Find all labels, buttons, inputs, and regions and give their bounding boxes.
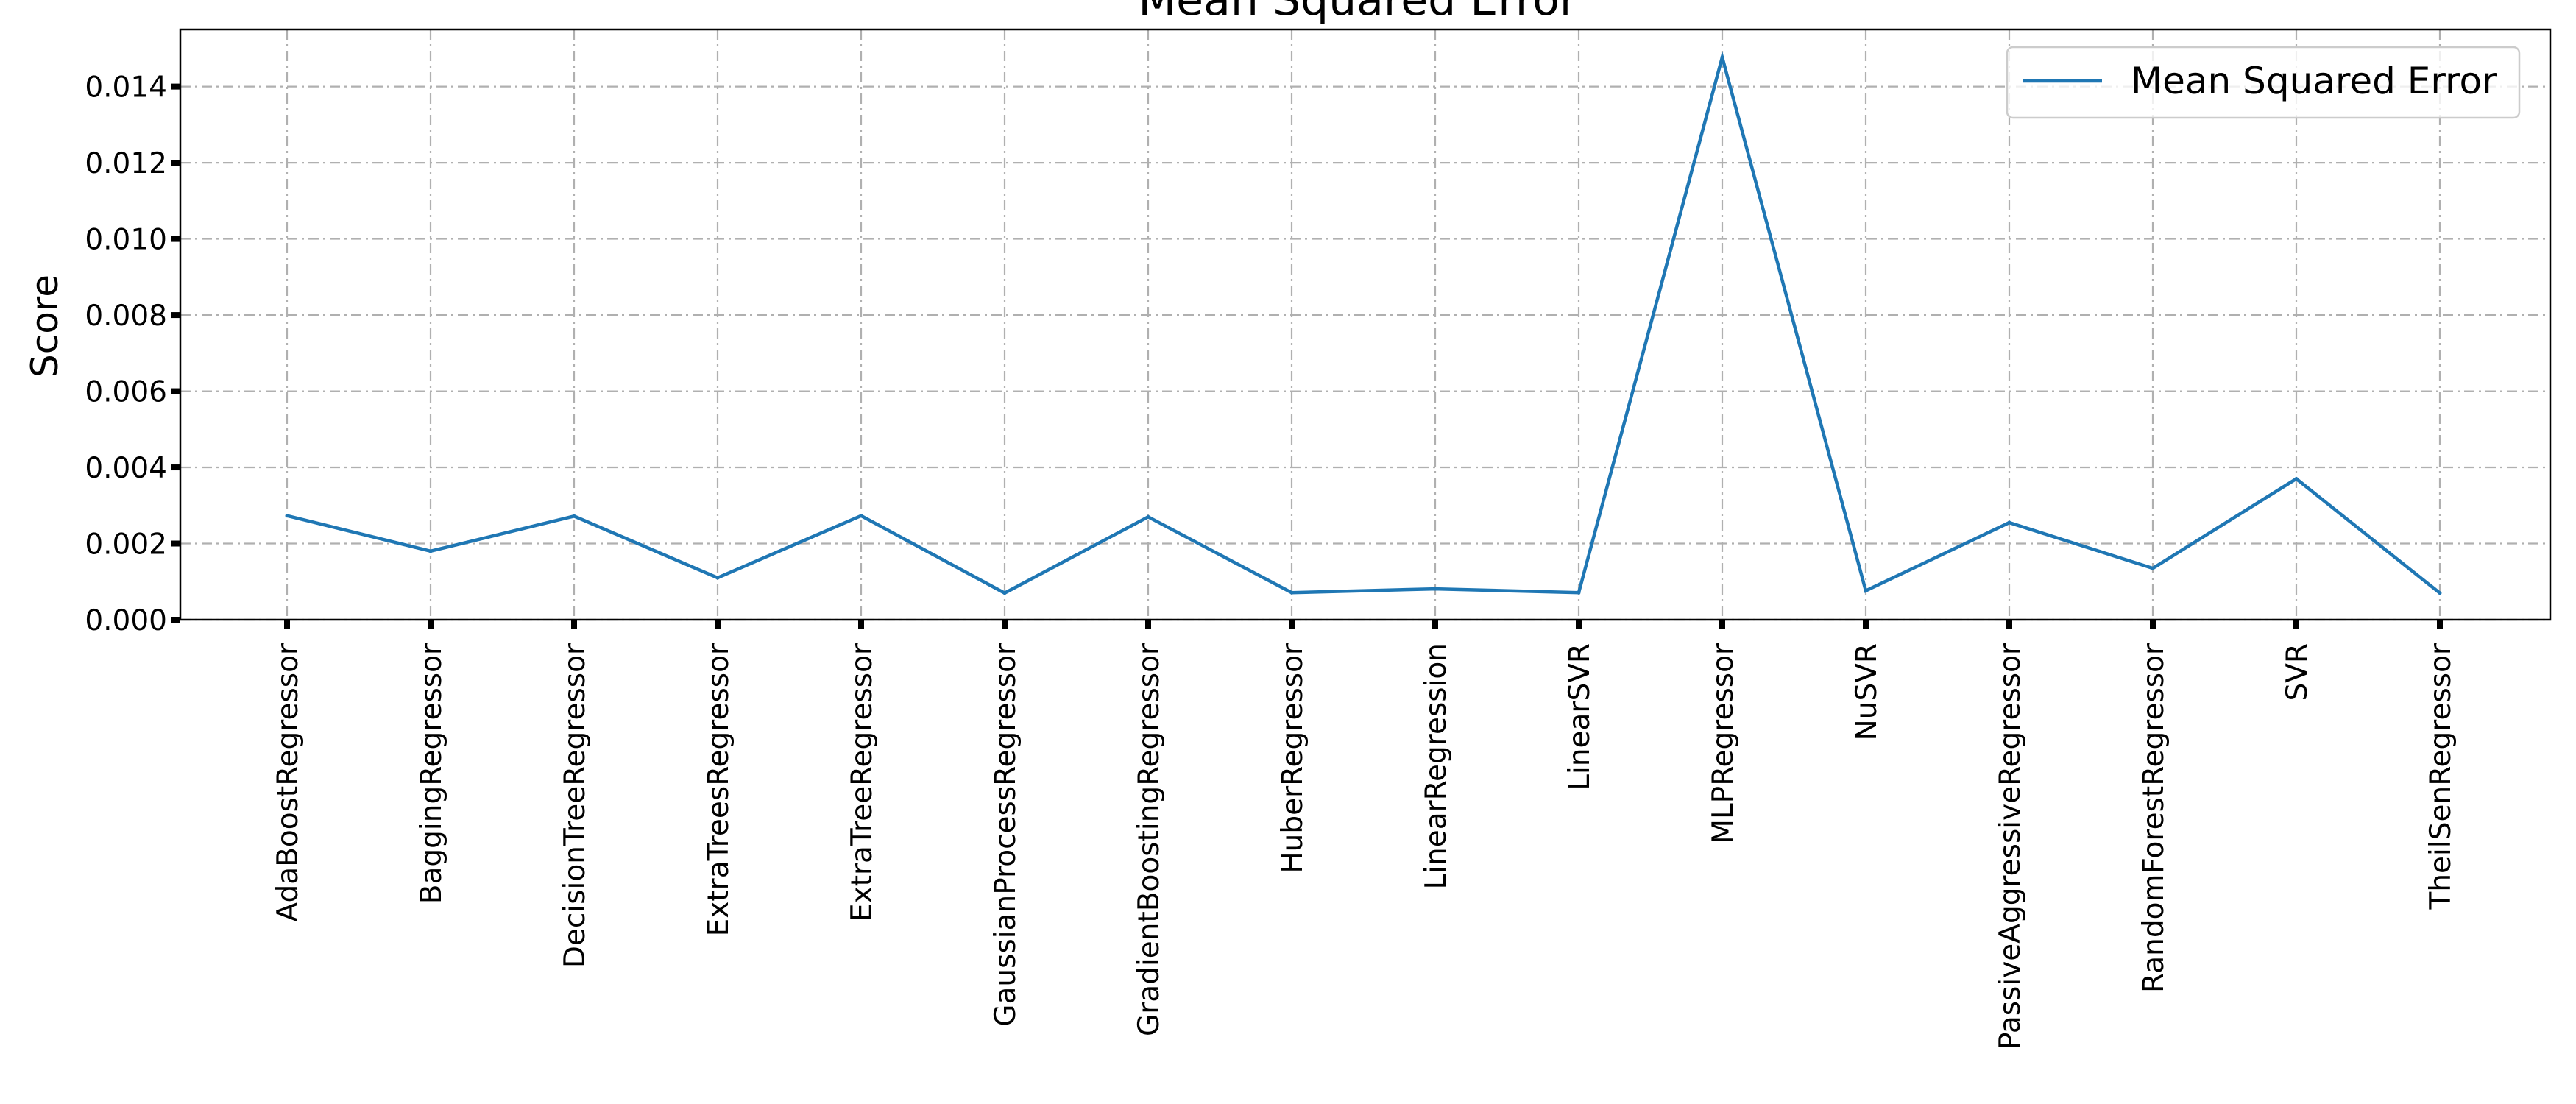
- y-tick-label: 0.000: [85, 604, 167, 637]
- legend-label: Mean Squared Error: [2131, 60, 2497, 102]
- data-point: [1720, 55, 1724, 60]
- data-point: [2294, 477, 2299, 481]
- data-point: [715, 576, 720, 580]
- series-layer: [285, 51, 2442, 595]
- chart-title: Mean Squared Error: [1138, 0, 1578, 26]
- data-point: [1864, 589, 1868, 593]
- y-tick-label: 0.008: [85, 300, 167, 333]
- data-point: [2151, 566, 2155, 570]
- x-axis: AdaBoostRegressor BaggingRegressor Decisio…: [272, 620, 2458, 1050]
- x-tick-label: HuberRegressor: [1276, 643, 1309, 874]
- y-tick-label: 0.004: [85, 452, 167, 485]
- y-tick-label: 0.006: [85, 376, 167, 409]
- x-tick-label: AdaBoostRegressor: [272, 643, 305, 922]
- x-tick-label: PassiveAggressiveRegressor: [1994, 643, 2027, 1050]
- data-point: [859, 514, 863, 518]
- plot-frame: [179, 28, 2552, 621]
- y-tick-label: 0.014: [85, 71, 167, 105]
- data-point: [2007, 520, 2011, 525]
- data-point: [572, 514, 576, 518]
- x-tick-label: MLPRegressor: [1707, 643, 1740, 844]
- x-tick-label: BaggingRegressor: [415, 643, 448, 904]
- series-line: [286, 51, 2441, 595]
- data-point: [428, 549, 433, 553]
- legend: Mean Squared Error: [2006, 46, 2521, 119]
- data-point: [1002, 591, 1007, 595]
- y-tick-label: 0.012: [85, 147, 167, 180]
- y-axis: 0.000 0.002 0.004 0.006 0.008 0.010 0.012 0.014: [85, 71, 180, 637]
- x-tick-label: LinearRegression: [1420, 643, 1453, 890]
- x-tick-label: SVR: [2281, 643, 2314, 701]
- data-point: [1289, 590, 1294, 595]
- y-tick-label: 0.002: [85, 528, 167, 562]
- data-point: [1577, 590, 1581, 595]
- x-tick-label: RandomForestRegressor: [2137, 643, 2170, 993]
- x-tick-label: LinearSVR: [1563, 643, 1596, 790]
- y-axis-label: Score: [24, 275, 66, 378]
- data-point: [1146, 514, 1150, 519]
- x-tick-label: TheilSenRegressor: [2424, 643, 2458, 910]
- data-point: [285, 514, 289, 518]
- x-tick-label: NuSVR: [1850, 643, 1883, 740]
- x-tick-label: GaussianProcessRegressor: [989, 643, 1022, 1027]
- x-tick-label: GradientBoostingRegressor: [1133, 643, 1166, 1036]
- x-tick-label: ExtraTreeRegressor: [846, 643, 879, 921]
- data-point: [2438, 591, 2442, 595]
- data-point: [1433, 587, 1437, 591]
- y-tick-label: 0.010: [85, 224, 167, 257]
- legend-box: [2006, 46, 2521, 119]
- x-tick-label: DecisionTreeRegressor: [559, 643, 592, 968]
- x-tick-label: ExtraTreesRegressor: [702, 643, 735, 936]
